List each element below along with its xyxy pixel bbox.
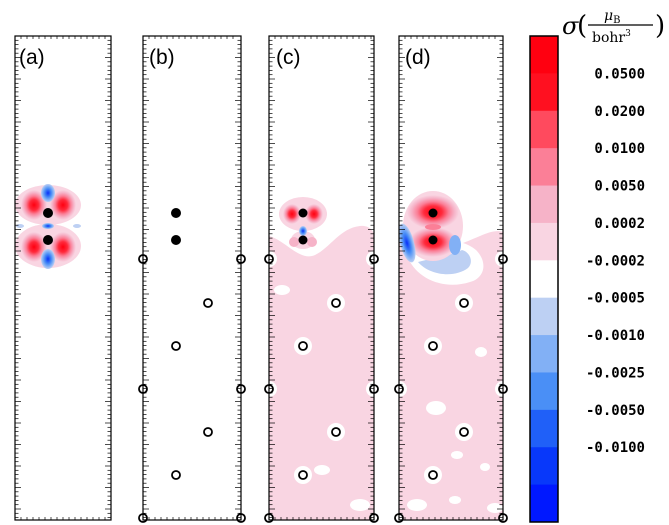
panel-c: (c) [264,35,379,523]
panel-a-background [15,36,111,520]
colorbar-block [530,222,558,261]
atom-dimer-top [428,208,438,218]
colorbar-unit-numerator: μB [604,8,620,26]
colorbar-block-top [530,36,558,74]
colorbar-tick-label: -0.0010 [586,328,645,344]
colorbar-tick-label: -0.0050 [586,403,645,419]
panel-a-label: (a) [19,46,45,69]
atom-dimer-bottom [171,235,181,245]
colorbar-paren-open: ( [577,11,587,41]
panel-b: (b) [138,35,246,523]
colorbar-paren-close: ) [655,11,665,41]
colorbar-block [530,297,558,336]
colorbar-block [530,372,558,411]
colorbar-block [530,185,558,224]
atom-dimer-top [171,208,181,218]
colorbar-labels: 0.0500 0.0200 0.0100 0.0050 0.0002 -0.0002 -0.… [586,66,645,456]
colorbar-blocks [530,36,558,523]
colorbar-block [530,260,558,299]
colorbar-block [530,110,558,149]
colorbar-tick-label: 0.0200 [594,104,645,120]
colorbar-block [530,409,558,448]
colorbar-tick-label: -0.0002 [586,253,645,269]
tick-marks [15,36,503,520]
panel-d: (d) [394,35,508,523]
colorbar-tick-label: 0.0050 [594,179,645,195]
panel-b-label: (b) [149,46,175,69]
colorbar-tick-label: -0.0005 [586,291,645,307]
colorbar-block [530,73,558,112]
panel-d-spin-density [399,191,503,520]
colorbar-block [530,335,558,373]
colorbar-tick-label: 0.0100 [594,141,645,157]
panel-b-background [143,36,241,520]
atom-dimer-bottom [43,235,53,245]
colorbar-title: σ ( μB bohr3 ) [562,8,665,46]
colorbar-tick-label: -0.0025 [586,365,645,381]
colorbar-block [530,148,558,187]
colorbar-tick-label: -0.0100 [586,440,645,456]
atom-dimer-top [43,208,53,218]
colorbar-sigma: σ [562,12,579,40]
panel-a: (a) [14,35,112,521]
panel-c-frame [268,35,375,521]
colorbar-block [530,484,558,523]
colorbar-frame [529,35,559,523]
panel-a-spin-density [15,184,81,269]
atom-dimer-bottom [428,235,438,245]
panel-c-spin-density [269,197,374,520]
colorbar-tick-label: 0.0002 [594,216,645,232]
panel-c-label: (c) [276,46,301,69]
colorbar-unit-denominator: bohr3 [592,29,631,46]
panel-d-label: (d) [405,46,431,69]
colorbar-block [530,447,558,486]
atom-dimer-bottom [298,235,308,245]
atom-dimer-top [298,208,308,218]
panel-d-frame [398,35,504,521]
panel-b-frame [142,35,242,521]
colorbar: 0.0500 0.0200 0.0100 0.0050 0.0002 -0.0002 -0.… [529,8,665,523]
colorbar-tick-label: 0.0500 [594,66,645,82]
